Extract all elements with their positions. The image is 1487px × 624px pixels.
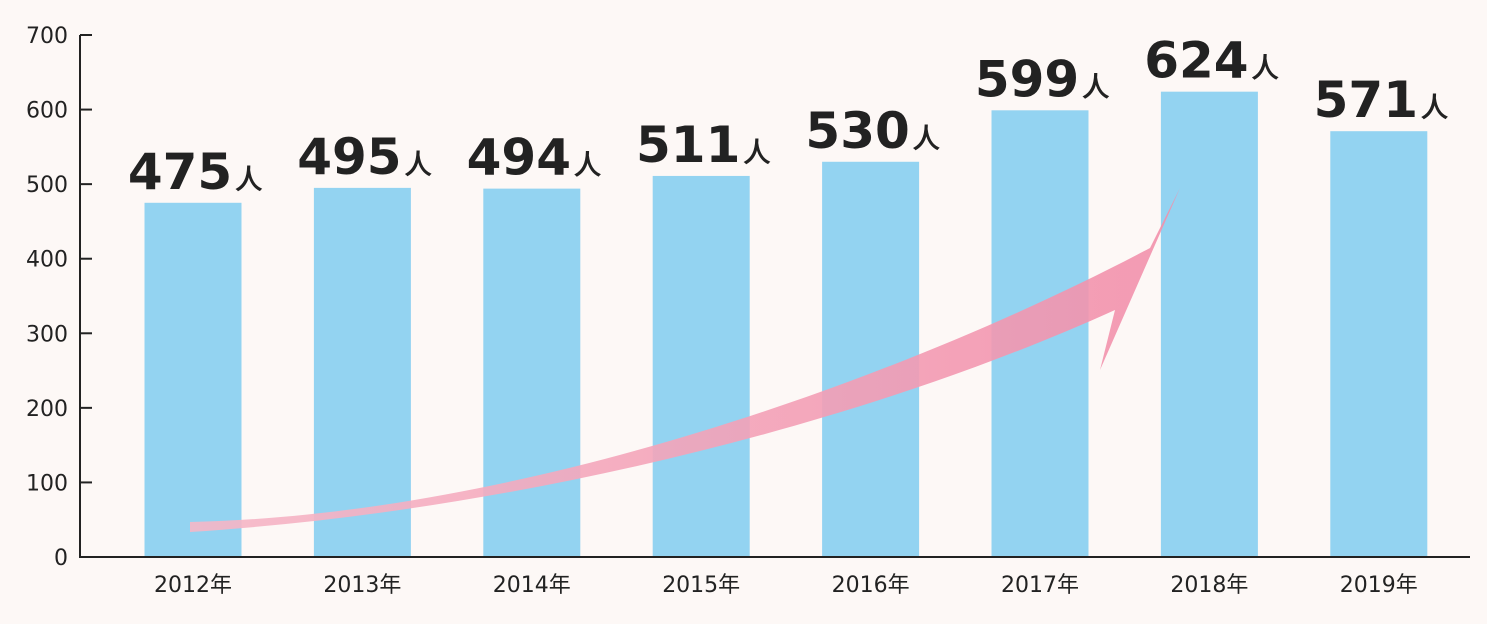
data-label: 530 人 bbox=[805, 102, 939, 160]
bars bbox=[144, 91, 1428, 558]
x-tick-label: 2016年 bbox=[832, 573, 910, 598]
y-tick-label: 300 bbox=[26, 322, 68, 347]
x-tick-label: 2014年 bbox=[493, 573, 571, 598]
y-tick-label: 100 bbox=[26, 471, 68, 496]
trend-arrow-icon bbox=[190, 188, 1180, 532]
data-label: 494 人 bbox=[467, 129, 601, 187]
data-label: 475 人 bbox=[128, 143, 262, 201]
data-label: 571 人 bbox=[1314, 71, 1448, 129]
bar-2015年 bbox=[652, 175, 750, 557]
axes: 2012年 2013年 2014年 2015年 2016年 2017年 2018年 2019年… bbox=[26, 24, 1470, 598]
y-tick-label: 500 bbox=[26, 173, 68, 198]
data-label: 624 人 bbox=[1144, 32, 1278, 90]
x-tick-label: 2018年 bbox=[1170, 573, 1248, 598]
x-tick-label: 2019年 bbox=[1340, 573, 1418, 598]
y-tick-label: 700 bbox=[26, 24, 68, 49]
bar-2014年 bbox=[483, 188, 581, 558]
x-tick-label: 2013年 bbox=[323, 573, 401, 598]
y-tick-label: 600 bbox=[26, 99, 68, 124]
x-tick-label: 2015年 bbox=[662, 573, 740, 598]
bar-2012年 bbox=[144, 202, 242, 558]
bar-2019年 bbox=[1330, 131, 1428, 557]
y-tick-label: 200 bbox=[26, 397, 68, 422]
data-label: 599 人 bbox=[975, 50, 1109, 108]
bar-2016年 bbox=[822, 161, 920, 557]
data-label: 495 人 bbox=[297, 128, 431, 186]
x-tick-label: 2017年 bbox=[1001, 573, 1079, 598]
data-label: 511 人 bbox=[636, 116, 770, 174]
y-tick-label: 400 bbox=[26, 248, 68, 273]
x-tick-label: 2012年 bbox=[154, 573, 232, 598]
bar-2018年 bbox=[1160, 91, 1258, 557]
value-labels: 475 人 495 人 494 人 511 人 530 人 599 人 624 人 571 人 bbox=[128, 32, 1448, 201]
bar-2013年 bbox=[313, 187, 411, 557]
y-tick-label: 0 bbox=[54, 546, 68, 571]
trend-arrow bbox=[190, 188, 1180, 532]
